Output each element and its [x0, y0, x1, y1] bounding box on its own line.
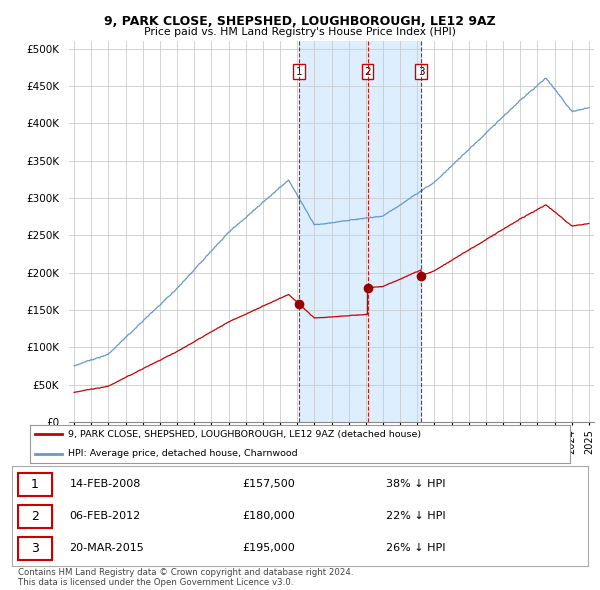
- Text: 38% ↓ HPI: 38% ↓ HPI: [386, 479, 446, 489]
- Text: 20-MAR-2015: 20-MAR-2015: [70, 543, 145, 553]
- Text: 3: 3: [418, 67, 424, 77]
- Text: 9, PARK CLOSE, SHEPSHED, LOUGHBOROUGH, LE12 9AZ (detached house): 9, PARK CLOSE, SHEPSHED, LOUGHBOROUGH, L…: [68, 430, 421, 439]
- Bar: [299, 41, 421, 422]
- Text: Price paid vs. HM Land Registry's House Price Index (HPI): Price paid vs. HM Land Registry's House …: [144, 27, 456, 37]
- Text: 9, PARK CLOSE, SHEPSHED, LOUGHBOROUGH, LE12 9AZ: 9, PARK CLOSE, SHEPSHED, LOUGHBOROUGH, L…: [104, 15, 496, 28]
- Text: £157,500: £157,500: [242, 479, 295, 489]
- Text: 14-FEB-2008: 14-FEB-2008: [70, 479, 141, 489]
- Text: £180,000: £180,000: [242, 512, 295, 521]
- Text: 06-FEB-2012: 06-FEB-2012: [70, 512, 141, 521]
- FancyBboxPatch shape: [18, 537, 52, 560]
- Text: 22% ↓ HPI: 22% ↓ HPI: [386, 512, 446, 521]
- Text: 1: 1: [31, 478, 39, 491]
- Text: 26% ↓ HPI: 26% ↓ HPI: [386, 543, 446, 553]
- Text: 2: 2: [364, 67, 371, 77]
- Text: This data is licensed under the Open Government Licence v3.0.: This data is licensed under the Open Gov…: [18, 578, 293, 587]
- FancyBboxPatch shape: [18, 504, 52, 528]
- FancyBboxPatch shape: [18, 473, 52, 496]
- Text: 2: 2: [31, 510, 39, 523]
- Text: HPI: Average price, detached house, Charnwood: HPI: Average price, detached house, Char…: [68, 449, 298, 458]
- Text: 3: 3: [31, 542, 39, 555]
- Text: 1: 1: [296, 67, 302, 77]
- Text: £195,000: £195,000: [242, 543, 295, 553]
- Text: Contains HM Land Registry data © Crown copyright and database right 2024.: Contains HM Land Registry data © Crown c…: [18, 568, 353, 576]
